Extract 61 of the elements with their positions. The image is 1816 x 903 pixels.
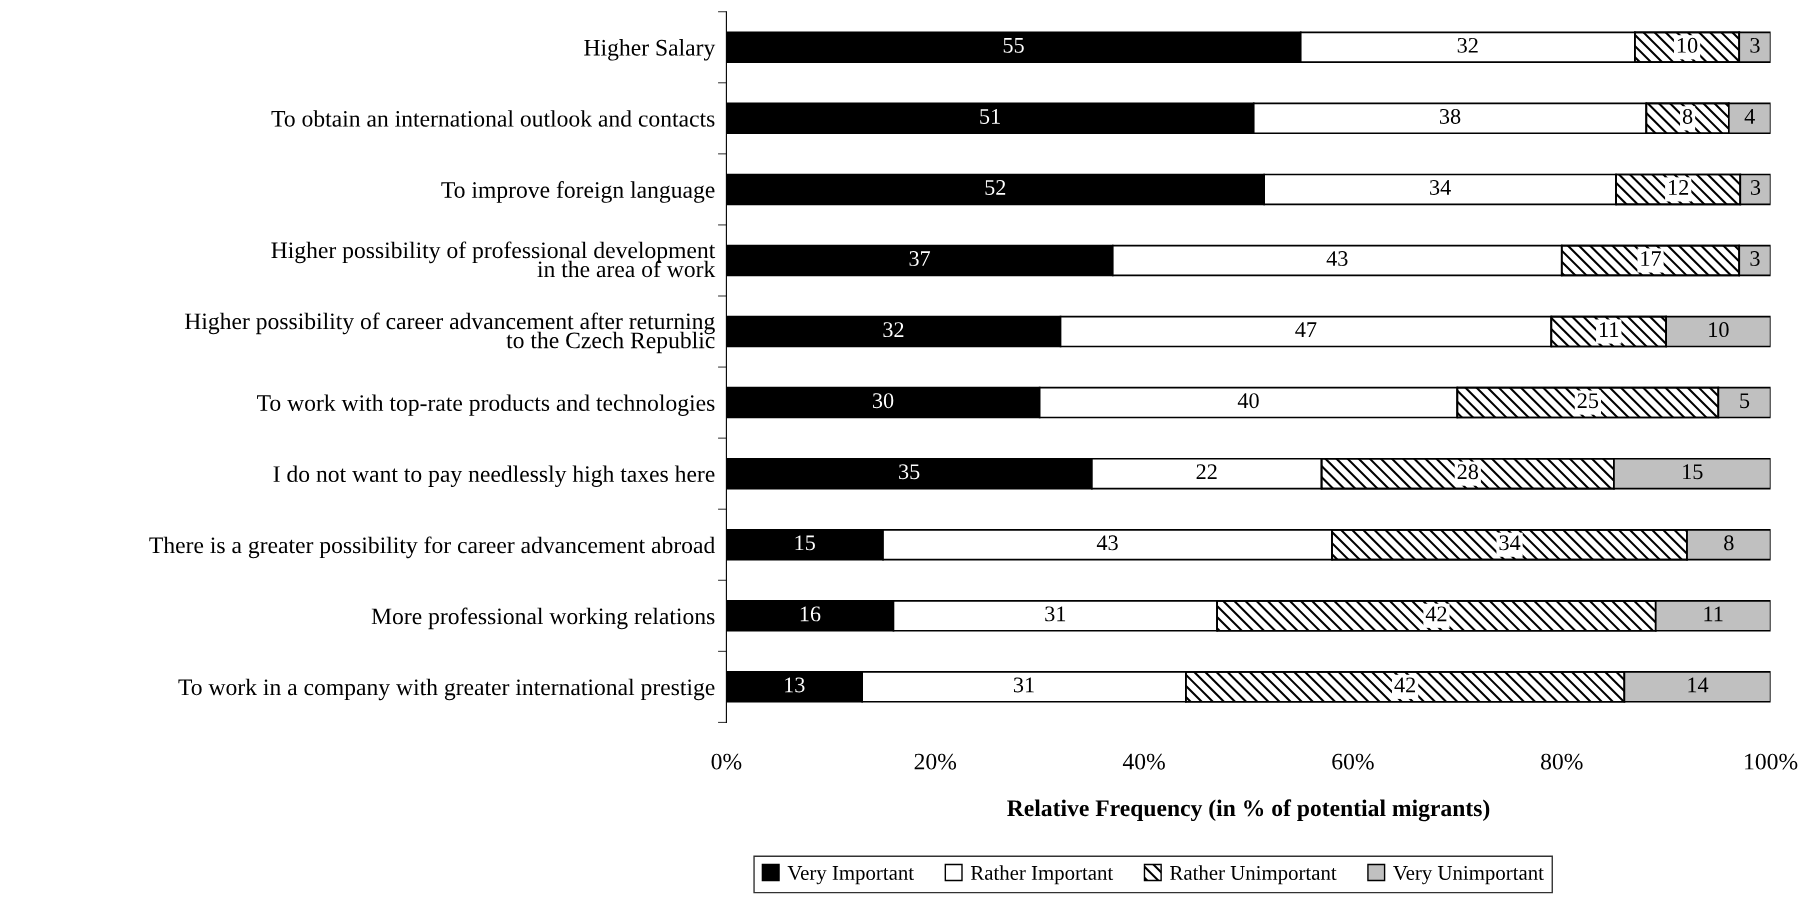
data-label: 22 — [1196, 464, 1217, 480]
x-axis-title: Relative Frequency (in % of potential migrants) — [1007, 799, 1490, 822]
y-tick-label: To work in a company with greater international prestige — [178, 678, 715, 701]
data-label: 40 — [1237, 393, 1259, 409]
y-tick-label: To work with top-rate products and technologies — [257, 394, 715, 416]
y-tick-label: More professional working relations — [371, 607, 715, 630]
data-label: 32 — [1457, 37, 1478, 53]
data-label: 37 — [909, 251, 931, 267]
x-tick-label: 40% — [1122, 753, 1165, 770]
data-label: 14 — [1688, 677, 1709, 693]
legend-label: Very Unimportant — [1393, 865, 1544, 885]
y-tick-label: I do not want to pay needlessly high taxes here — [273, 465, 715, 487]
data-label: 15 — [1683, 464, 1703, 480]
data-label: 42 — [1425, 606, 1447, 622]
x-tick-label: 80% — [1541, 753, 1583, 770]
data-label: 8 — [1724, 535, 1734, 551]
x-tick-label: 20% — [914, 753, 957, 770]
data-label: 3 — [1750, 180, 1761, 195]
legend-label: Rather Important — [970, 865, 1114, 885]
data-label: 34 — [1499, 535, 1521, 551]
data-label: 43 — [1326, 251, 1348, 267]
y-tick-label: To obtain an international outlook and contacts — [271, 110, 715, 127]
data-label: 32 — [883, 322, 904, 338]
x-tick-label: 100% — [1745, 753, 1798, 770]
x-tick-label: 0% — [711, 753, 742, 770]
data-label: 52 — [985, 180, 1006, 195]
data-label: 10 — [1709, 322, 1729, 338]
y-tick-label: There is a greater possibility for career advancement abroad — [149, 536, 715, 559]
data-label: 3 — [1750, 37, 1760, 53]
legend-label: Rather Unimportant — [1170, 865, 1337, 885]
y-tick-label: To improve foreign language — [441, 181, 715, 203]
data-label: 31 — [1013, 677, 1034, 693]
data-label: 11 — [1704, 606, 1723, 622]
data-label: 35 — [899, 464, 920, 480]
data-label: 42 — [1394, 677, 1416, 693]
data-label: 13 — [785, 677, 805, 693]
data-label: 15 — [795, 535, 815, 551]
data-label: 38 — [1439, 108, 1461, 124]
data-label: 51 — [980, 109, 1000, 124]
data-label: 43 — [1096, 535, 1118, 551]
data-label: 31 — [1045, 606, 1066, 622]
legend-label: Very Important — [787, 866, 914, 885]
data-label: 47 — [1295, 322, 1317, 337]
x-tick-label: 60% — [1332, 753, 1374, 770]
data-label: 55 — [1003, 38, 1024, 53]
data-label: 30 — [872, 393, 894, 409]
y-tick-label: Higher possibility of career advancement after returning to the Czech Republic — [184, 312, 715, 354]
y-tick-label: Higher possibility of professional development in the area of work — [271, 241, 716, 278]
y-tick-label: Higher Salary — [584, 39, 716, 61]
data-label: 4 — [1744, 109, 1755, 124]
data-label: 3 — [1750, 251, 1760, 267]
data-label: 8 — [1682, 108, 1693, 124]
data-label: 16 — [800, 606, 821, 622]
data-label: 28 — [1457, 464, 1479, 480]
data-label: 12 — [1669, 180, 1689, 195]
data-label: 25 — [1577, 393, 1599, 409]
data-label: 34 — [1430, 180, 1451, 195]
data-label: 17 — [1641, 251, 1661, 266]
data-label: 10 — [1677, 37, 1698, 53]
data-label: 5 — [1740, 393, 1750, 409]
data-label: 11 — [1600, 322, 1619, 337]
